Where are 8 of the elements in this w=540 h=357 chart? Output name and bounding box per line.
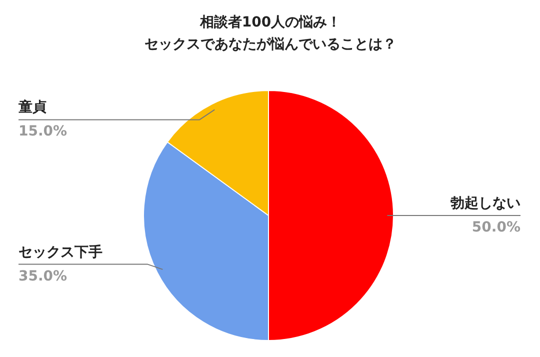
slice-label: 勃起しない [450,196,520,212]
data-label: 35.0% [18,268,68,284]
data-label: 15.0% [18,124,68,140]
slice-label: 童貞 [18,98,46,116]
data-label: 50.0% [472,220,521,236]
chart-subtitle: セックスであなたが悩んでいることは？ [144,36,396,52]
chart-title: 相談者100人の悩み！ [198,14,342,30]
slice-label: セックス下手 [18,243,102,260]
